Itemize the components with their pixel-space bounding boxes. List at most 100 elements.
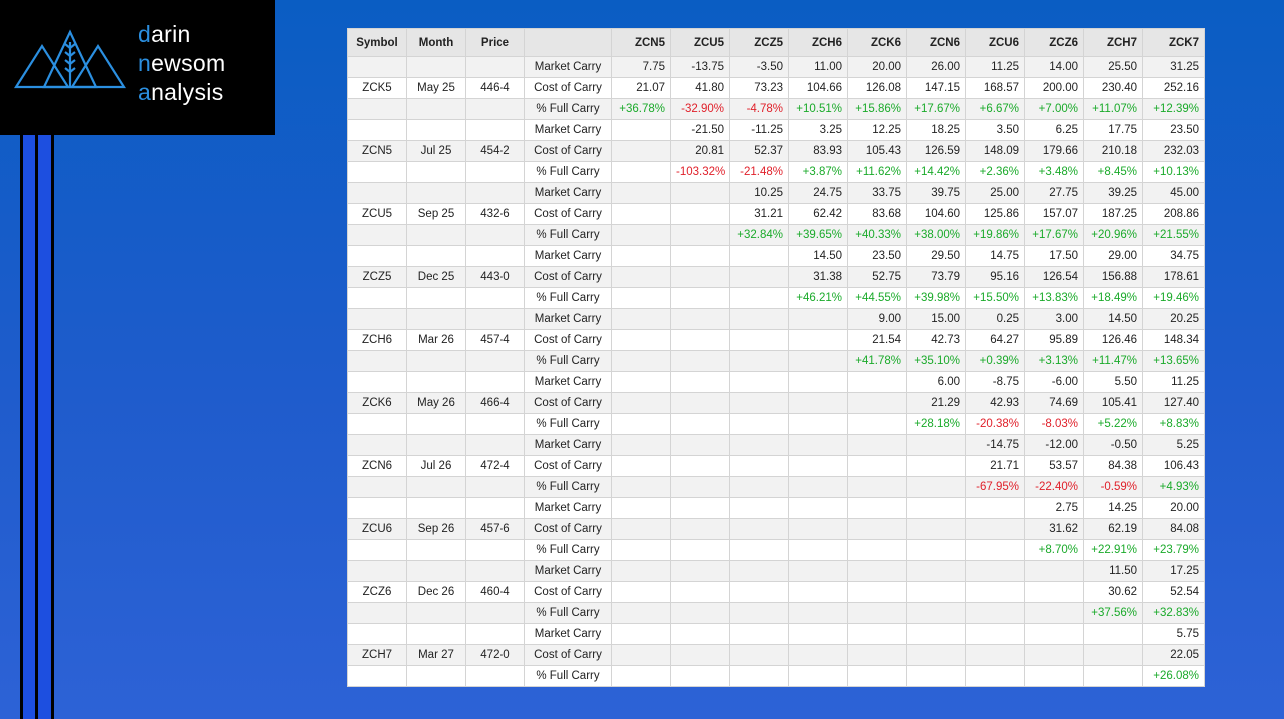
- row-label: Market Carry: [524, 56, 612, 78]
- month-cell: Sep 26: [406, 518, 466, 540]
- price-cell: 454-2: [465, 140, 525, 162]
- table-row: Market Carry -21.50 -11.25 3.25 12.25 18.25 3.…: [347, 119, 1205, 141]
- value-cell: [670, 581, 730, 603]
- value-cell: [906, 497, 966, 519]
- value-cell: 10.25: [729, 182, 789, 204]
- value-cell: [729, 581, 789, 603]
- value-cell: [670, 665, 730, 687]
- value-cell: [965, 665, 1025, 687]
- value-cell: [847, 434, 907, 456]
- value-cell: [788, 497, 848, 519]
- value-cell: [611, 245, 671, 267]
- value-cell: 178.61: [1142, 266, 1205, 288]
- price-cell: 472-4: [465, 455, 525, 477]
- value-cell: [611, 455, 671, 477]
- value-cell: 3.50: [965, 119, 1025, 141]
- table-row: Market Carry 2.75 14.25 20.00: [347, 497, 1205, 519]
- row-label: Market Carry: [524, 434, 612, 456]
- month-cell: [406, 371, 466, 393]
- value-cell: [965, 539, 1025, 561]
- table-row: Market Carry 6.00 -8.75 -6.00 5.50 11.25: [347, 371, 1205, 393]
- value-cell: [847, 644, 907, 666]
- row-label: Cost of Carry: [524, 140, 612, 162]
- symbol-cell: ZCK5: [347, 77, 407, 99]
- month-cell: [406, 434, 466, 456]
- value-cell: 14.00: [1024, 56, 1084, 78]
- value-cell: [965, 497, 1025, 519]
- price-cell: [465, 161, 525, 183]
- row-label: Market Carry: [524, 560, 612, 582]
- price-cell: 466-4: [465, 392, 525, 414]
- logo-mark: [14, 29, 127, 89]
- value-cell: [847, 413, 907, 435]
- value-cell: +20.96%: [1083, 224, 1143, 246]
- value-cell: [1083, 623, 1143, 645]
- value-cell: +22.91%: [1083, 539, 1143, 561]
- table-row: ZCK5 May 25 446-4 Cost of Carry 21.07 41.80 73…: [347, 77, 1205, 99]
- value-cell: 29.00: [1083, 245, 1143, 267]
- month-cell: [406, 119, 466, 141]
- value-cell: 0.25: [965, 308, 1025, 330]
- value-cell: +7.00%: [1024, 98, 1084, 120]
- value-cell: 156.88: [1083, 266, 1143, 288]
- value-cell: [611, 581, 671, 603]
- value-cell: 3.00: [1024, 308, 1084, 330]
- value-cell: [670, 518, 730, 540]
- row-label: Cost of Carry: [524, 329, 612, 351]
- value-cell: 31.21: [729, 203, 789, 225]
- value-cell: +39.65%: [788, 224, 848, 246]
- value-cell: [847, 518, 907, 540]
- table-row: % Full Carry +26.08%: [347, 665, 1205, 687]
- logo-line: analysis: [138, 79, 224, 105]
- value-cell: 126.08: [847, 77, 907, 99]
- value-cell: 20.00: [1142, 497, 1205, 519]
- value-cell: [906, 644, 966, 666]
- month-cell: [406, 665, 466, 687]
- value-cell: 147.15: [906, 77, 966, 99]
- price-cell: [465, 245, 525, 267]
- value-cell: +32.84%: [729, 224, 789, 246]
- value-cell: 33.75: [847, 182, 907, 204]
- value-cell: +0.39%: [965, 350, 1025, 372]
- row-label: Cost of Carry: [524, 77, 612, 99]
- carry-table: Symbol Month Price ZCN5 ZCU5 ZCZ5 ZCH6 ZCK6 ZCN6…: [347, 28, 1205, 687]
- value-cell: 23.50: [847, 245, 907, 267]
- symbol-cell: ZCZ6: [347, 581, 407, 603]
- value-cell: 42.93: [965, 392, 1025, 414]
- row-label: % Full Carry: [524, 350, 612, 372]
- table-row: Market Carry 9.00 15.00 0.25 3.00 14.50 20.25: [347, 308, 1205, 330]
- value-cell: +21.55%: [1142, 224, 1205, 246]
- table-row: % Full Carry -67.95% -22.40% -0.59% +4.93%: [347, 476, 1205, 498]
- row-label: % Full Carry: [524, 665, 612, 687]
- value-cell: 208.86: [1142, 203, 1205, 225]
- value-cell: [611, 203, 671, 225]
- value-cell: [847, 455, 907, 477]
- value-cell: +19.46%: [1142, 287, 1205, 309]
- symbol-cell: [347, 119, 407, 141]
- value-cell: [1024, 644, 1084, 666]
- price-cell: [465, 371, 525, 393]
- value-cell: [611, 371, 671, 393]
- value-cell: +17.67%: [906, 98, 966, 120]
- value-cell: -21.50: [670, 119, 730, 141]
- stripe: [35, 135, 38, 719]
- month-cell: [406, 98, 466, 120]
- value-cell: [670, 224, 730, 246]
- table-row: % Full Carry +32.84% +39.65% +40.33% +38.00%…: [347, 224, 1205, 246]
- value-cell: +28.18%: [906, 413, 966, 435]
- value-cell: [847, 560, 907, 582]
- value-cell: 9.00: [847, 308, 907, 330]
- value-cell: 31.25: [1142, 56, 1205, 78]
- value-cell: +41.78%: [847, 350, 907, 372]
- value-cell: 73.79: [906, 266, 966, 288]
- value-cell: [670, 413, 730, 435]
- value-cell: [965, 518, 1025, 540]
- value-cell: -6.00: [1024, 371, 1084, 393]
- value-cell: 52.37: [729, 140, 789, 162]
- value-cell: [670, 455, 730, 477]
- table-row: ZCU5 Sep 25 432-6 Cost of Carry 31.21 62.42 83…: [347, 203, 1205, 225]
- value-cell: [729, 350, 789, 372]
- value-cell: [965, 581, 1025, 603]
- symbol-cell: ZCH6: [347, 329, 407, 351]
- value-cell: 5.75: [1142, 623, 1205, 645]
